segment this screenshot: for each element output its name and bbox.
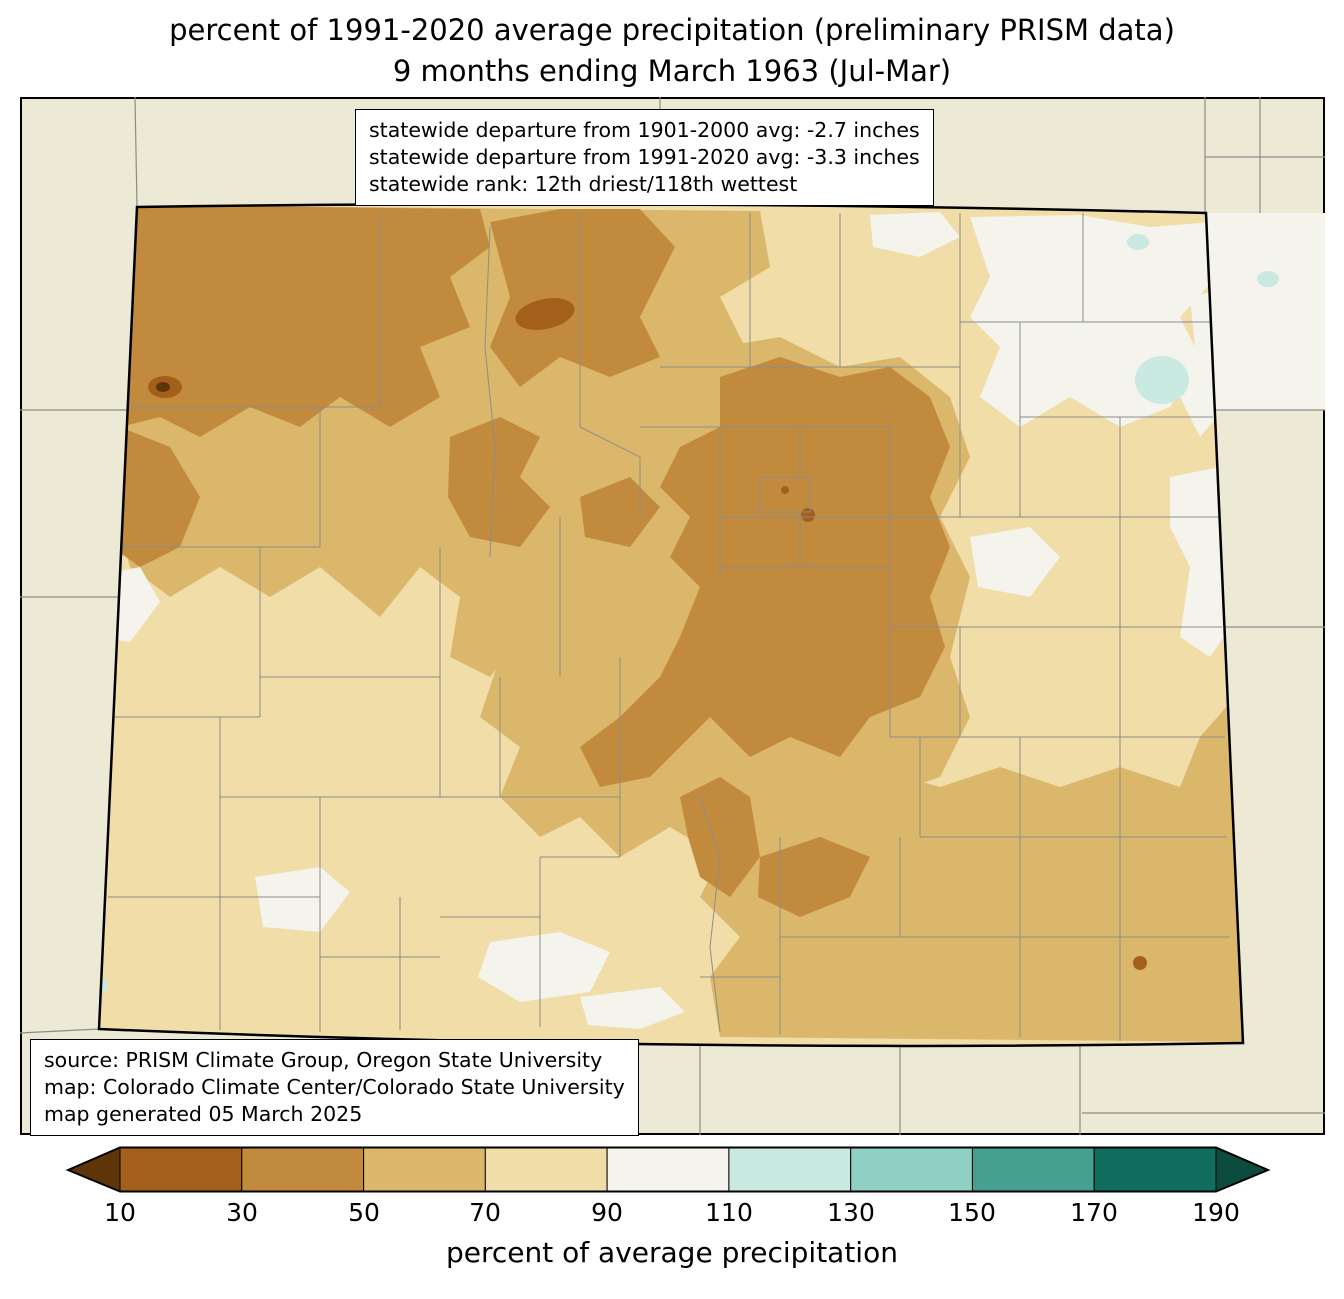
map-title: percent of 1991-2020 average precipitati… (0, 10, 1344, 92)
regions-30-50 (112, 205, 950, 917)
colorbar-arrow-right (1215, 1146, 1270, 1193)
regions-10-30 (148, 298, 1147, 970)
colorbar-segment-110-130 (728, 1147, 852, 1192)
map-title-line1: percent of 1991-2020 average precipitati… (169, 13, 1175, 47)
colorado-interior (99, 204, 1243, 1046)
colorbar-axis-label: percent of average precipitation (446, 1236, 898, 1269)
colorbar-segment-50-70 (363, 1147, 486, 1192)
colorbar-segment-70-90 (484, 1147, 608, 1192)
tick-label-130: 130 (827, 1198, 875, 1227)
colorbar-segment-170-190 (1093, 1147, 1217, 1192)
tick-label-170: 170 (1070, 1198, 1118, 1227)
tick-label-10: 10 (104, 1198, 136, 1227)
colorado-precip-map (19, 96, 1325, 1135)
source-line-3: map generated 05 March 2025 (44, 1102, 363, 1127)
stats-line-3: statewide rank: 12th driest/118th wettes… (369, 172, 798, 197)
tick-label-90: 90 (591, 1198, 623, 1227)
colorbar-segment-150-170 (971, 1147, 1095, 1192)
source-box: source: PRISM Climate Group, Oregon Stat… (30, 1039, 639, 1137)
tick-label-150: 150 (948, 1198, 996, 1227)
stats-line-2: statewide departure from 1991-2020 avg: … (369, 145, 920, 170)
tick-label-50: 50 (348, 1198, 380, 1227)
colorbar-segment-10-30 (119, 1147, 243, 1192)
colorbar (65, 1146, 1271, 1193)
stats-line-1: statewide departure from 1901-2000 avg: … (369, 118, 920, 142)
county-lines (108, 213, 1230, 1041)
outside-ne-teal-spot (1257, 271, 1279, 287)
colorbar-outline (65, 1146, 1271, 1193)
map-area (19, 96, 1325, 1135)
tick-label-190: 190 (1192, 1198, 1240, 1227)
outside-ne-light-region (1205, 213, 1325, 410)
map-title-line2: 9 months ending March 1963 (Jul-Mar) (392, 54, 952, 89)
tick-label-70: 70 (469, 1198, 501, 1227)
colorbar-arrow-left (66, 1146, 121, 1193)
colorbar-segment-30-50 (241, 1147, 365, 1192)
source-line-1: source: PRISM Climate Group, Oregon Stat… (44, 1048, 603, 1072)
stats-box: statewide departure from 1901-2000 avg: … (355, 109, 934, 207)
tick-label-30: 30 (226, 1198, 258, 1227)
colorbar-segment-90-110 (606, 1147, 730, 1192)
source-line-2: map: Colorado Climate Center/Colorado St… (44, 1075, 625, 1100)
tick-label-110: 110 (705, 1198, 753, 1227)
colorbar-segment-130-150 (850, 1147, 974, 1192)
